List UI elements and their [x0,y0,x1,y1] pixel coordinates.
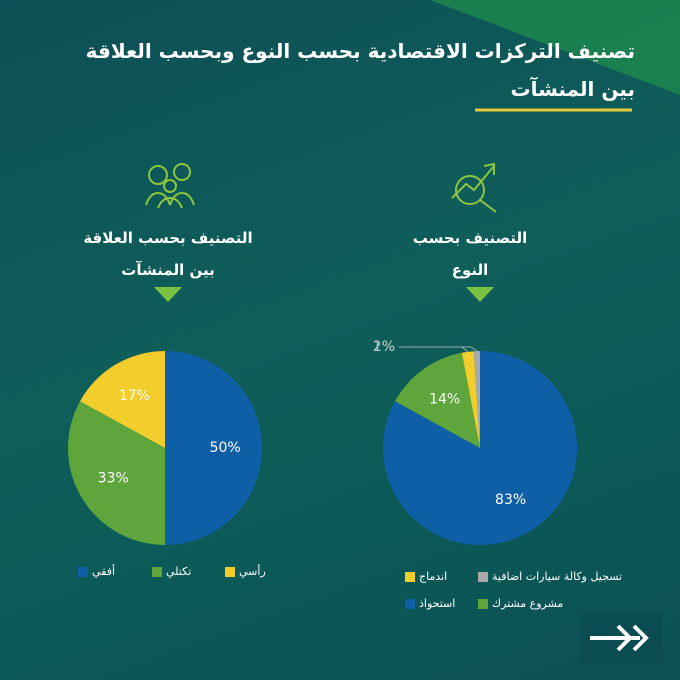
chart-title: التصنيف بحسب العلاقة بين المنشآت [83,229,253,279]
data-label: 50% [210,440,241,456]
pie-slice [394,352,480,448]
chart-title: التصنيف بحسب النوع [412,229,528,279]
pie-slice [79,350,165,448]
legend-swatch [405,572,415,582]
data-label: 83% [495,492,526,508]
legend-label: استحواذ [419,597,455,610]
legend-swatch [225,567,235,577]
legend-label: أفقي [92,564,115,578]
legend-swatch [478,572,488,582]
pie-slice [165,351,262,545]
legend-swatch [478,599,488,609]
legend-label: تسجيل وكالة سيارات اضافية [492,570,622,583]
legend-swatch [78,567,88,577]
legend-swatch [405,599,415,609]
data-label: 2% [373,339,395,355]
corner-accent [430,0,680,95]
pie-slice [383,351,578,545]
growth-icon [451,162,497,213]
next-arrow[interactable] [590,624,649,652]
pointer [466,287,494,302]
leader-line [399,346,478,352]
page-title: تصنيف التركزات الاقتصادية بحسب النوع وبح… [85,39,635,101]
data-label: 14% [429,391,460,407]
pointer [154,287,182,302]
pie-slice [473,351,480,448]
data-label: 17% [119,388,150,404]
gears-icon [145,163,195,209]
leader-line [399,346,469,353]
legend-label: مشروع مشترك [492,597,563,610]
legend-label: رأسي [239,564,266,578]
pie-slice [68,401,165,545]
pie-slice [461,351,480,448]
legend-swatch [152,567,162,577]
data-label: 33% [98,471,129,487]
legend-label: اندماج [419,570,447,583]
data-label: 1% [373,339,395,355]
legend-label: تكتلي [166,565,191,578]
